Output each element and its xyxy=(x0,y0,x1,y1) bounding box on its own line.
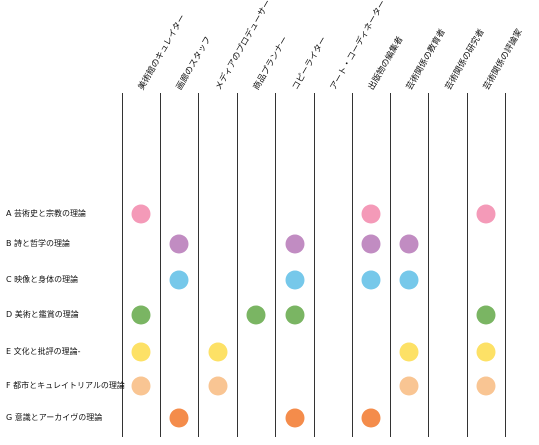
column-divider xyxy=(390,93,391,437)
matrix-dot xyxy=(285,234,304,254)
matrix-dot xyxy=(476,342,496,362)
matrix-dot xyxy=(476,305,496,325)
row-header: B 詩と哲学の理論 xyxy=(6,239,71,248)
matrix-dot xyxy=(131,342,151,362)
column-divider xyxy=(314,93,315,437)
matrix-dot xyxy=(169,408,189,428)
column-divider xyxy=(428,93,429,437)
matrix-dot xyxy=(208,342,227,362)
matrix-dot xyxy=(131,305,151,325)
row-header: C 映像と身体の理論 xyxy=(6,275,79,284)
matrix-dot xyxy=(476,376,496,396)
column-header: 画廊のスタッフ xyxy=(174,34,214,92)
column-header: 芸術関係の教育者 xyxy=(404,27,448,93)
matrix-dot xyxy=(169,270,189,290)
column-header: 商品プランナー xyxy=(251,34,291,92)
matrix-dot xyxy=(246,305,266,325)
column-header: 芸術関係の評論家 xyxy=(481,27,525,93)
column-divider xyxy=(352,93,353,437)
matrix-dot xyxy=(208,376,227,396)
matrix-dot xyxy=(399,270,419,290)
column-divider xyxy=(275,93,276,437)
matrix-dot xyxy=(285,408,304,428)
column-divider xyxy=(237,93,238,437)
row-header: A 芸術史と宗教の理論 xyxy=(6,209,87,218)
column-header: 芸術関係の研究者 xyxy=(443,27,487,93)
column-divider xyxy=(467,93,468,437)
column-divider xyxy=(160,93,161,437)
matrix-dot xyxy=(285,305,304,325)
column-header: 出版物の編集者 xyxy=(366,34,406,92)
matrix-dot xyxy=(285,270,304,290)
matrix-dot xyxy=(361,270,381,290)
matrix-dot xyxy=(476,204,496,224)
matrix-dot xyxy=(361,234,381,254)
column-divider xyxy=(198,93,199,437)
matrix-dot xyxy=(131,204,151,224)
row-header: G 意識とアーカイヴの理論 xyxy=(6,413,103,422)
matrix-dot xyxy=(361,408,381,428)
matrix-dot xyxy=(131,376,151,396)
row-header: E 文化と批評の理論- xyxy=(6,347,81,356)
matrix-dot xyxy=(169,234,189,254)
matrix-dot xyxy=(361,204,381,224)
column-divider xyxy=(505,93,506,437)
matrix-dot xyxy=(399,234,419,254)
column-divider xyxy=(122,93,123,437)
row-header: F 都市とキュレイトリアルの理論 xyxy=(6,381,125,390)
row-header: D 美術と鑑賞の理論 xyxy=(6,310,79,319)
matrix-dot xyxy=(399,376,419,396)
matrix-dot xyxy=(399,342,419,362)
column-header: コピーライター xyxy=(290,35,329,92)
